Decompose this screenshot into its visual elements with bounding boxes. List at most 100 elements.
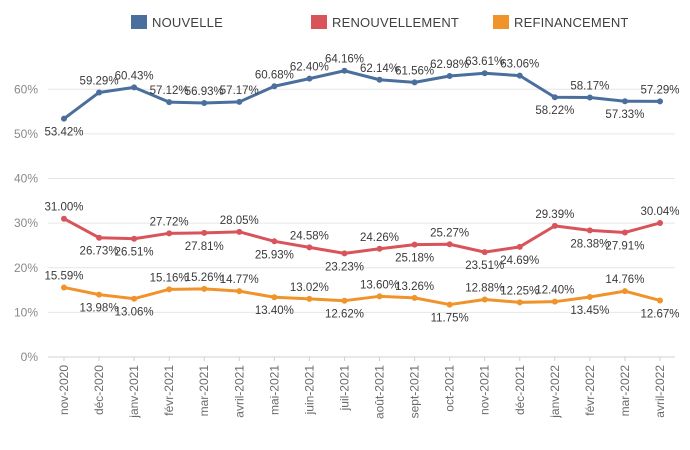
data-point (236, 288, 243, 295)
data-label: 63.06% (500, 59, 539, 71)
data-point (306, 75, 313, 82)
y-axis-ticks: 0% 10% 20% 30% 40% 50% 60% (14, 82, 38, 364)
data-point (271, 83, 278, 90)
data-label: 12.40% (535, 285, 574, 297)
data-point (306, 295, 313, 302)
y-tick-label: 0% (21, 350, 39, 364)
data-point (201, 285, 208, 292)
data-point (481, 249, 488, 256)
data-point (61, 284, 67, 291)
data-label: 14.76% (605, 274, 644, 286)
data-point (131, 235, 138, 242)
data-label: 58.17% (570, 80, 609, 92)
x-tick-label: avril-2022 (653, 365, 667, 418)
data-label: 15.16% (150, 272, 189, 284)
data-labels: 53.42% 59.29%60.43% 57.12%56.93%57.17% 60.6… (44, 54, 679, 325)
data-label: 27.81% (185, 241, 224, 253)
data-label: 12.88% (465, 283, 504, 295)
x-tick-label: août-2021 (373, 365, 387, 419)
data-point (621, 288, 628, 295)
data-point (516, 299, 523, 306)
data-point (61, 215, 67, 222)
legend-label: RENOUVELLEMENT (332, 15, 459, 30)
data-label: 14.77% (220, 274, 259, 286)
data-point (306, 244, 313, 251)
x-tick-label: oct-2021 (443, 365, 457, 412)
data-label: 11.75% (431, 313, 469, 325)
data-point (411, 79, 418, 86)
data-point (516, 243, 523, 250)
data-point (657, 297, 663, 304)
x-tick-label: juil-2021 (337, 365, 351, 412)
data-label: 64.16% (325, 54, 364, 66)
data-point (271, 294, 278, 301)
data-label: 59.29% (80, 75, 119, 87)
data-point (516, 72, 523, 79)
data-label: 12.25% (500, 285, 539, 297)
data-point (551, 222, 558, 229)
data-label: 27.72% (150, 216, 189, 228)
data-label: 60.43% (115, 70, 154, 82)
series-lines (61, 67, 663, 308)
data-label: 13.60% (360, 279, 399, 291)
x-tick-label: déc-2021 (513, 365, 527, 415)
data-label: 62.14% (360, 63, 399, 75)
data-point (411, 294, 418, 301)
series-line (63, 285, 661, 307)
data-point (96, 234, 103, 241)
data-point (166, 230, 173, 237)
y-tick-label: 50% (14, 127, 38, 141)
data-label: 62.98% (430, 59, 469, 71)
y-tick-label: 10% (14, 305, 38, 319)
data-label: 62.40% (290, 62, 329, 74)
data-label: 23.23% (325, 261, 364, 273)
data-point (551, 298, 558, 305)
data-label: 25.27% (430, 227, 469, 239)
data-point (341, 297, 348, 304)
data-point (376, 293, 383, 300)
data-label: 30.04% (640, 206, 679, 218)
data-label: 25.93% (255, 249, 294, 261)
data-point (376, 245, 383, 252)
data-point (166, 99, 173, 106)
data-point (96, 291, 103, 298)
data-point (446, 73, 453, 80)
data-label: 13.06% (115, 307, 154, 319)
data-label: 24.58% (290, 230, 329, 242)
legend-swatch (311, 15, 327, 29)
y-tick-label: 60% (14, 82, 38, 96)
legend-label: REFINANCEMENT (514, 15, 629, 30)
data-point (236, 228, 243, 235)
x-tick-label: janv-2021 (127, 365, 141, 419)
gridlines (48, 88, 675, 358)
data-point (236, 98, 243, 105)
data-label: 15.26% (185, 272, 224, 284)
data-point (411, 241, 418, 248)
data-label: 26.73% (80, 246, 119, 258)
x-tick-label: févr-2022 (583, 365, 597, 416)
data-label: 15.59% (44, 270, 83, 282)
x-tick-label: avril-2021 (232, 365, 246, 418)
data-point (551, 94, 558, 101)
data-label: 63.61% (465, 56, 504, 68)
data-label: 57.17% (220, 85, 259, 97)
data-point (586, 94, 593, 101)
data-point (271, 238, 278, 245)
data-point (657, 219, 663, 226)
data-label: 29.39% (535, 209, 574, 221)
data-label: 12.62% (325, 309, 364, 321)
x-tick-label: janv-2022 (548, 365, 562, 419)
data-point (586, 227, 593, 234)
data-point (621, 98, 628, 105)
x-tick-label: nov-2021 (478, 365, 492, 415)
data-point (341, 250, 348, 257)
data-label: 25.18% (395, 253, 434, 265)
data-point (481, 296, 488, 303)
legend: NOUVELLE RENOUVELLEMENT REFINANCEMENT (131, 15, 629, 30)
data-label: 24.69% (500, 255, 539, 267)
data-point (201, 100, 208, 107)
x-tick-label: mar-2021 (197, 365, 211, 417)
data-point (621, 229, 628, 236)
legend-swatch (131, 15, 147, 29)
data-point (341, 67, 348, 74)
